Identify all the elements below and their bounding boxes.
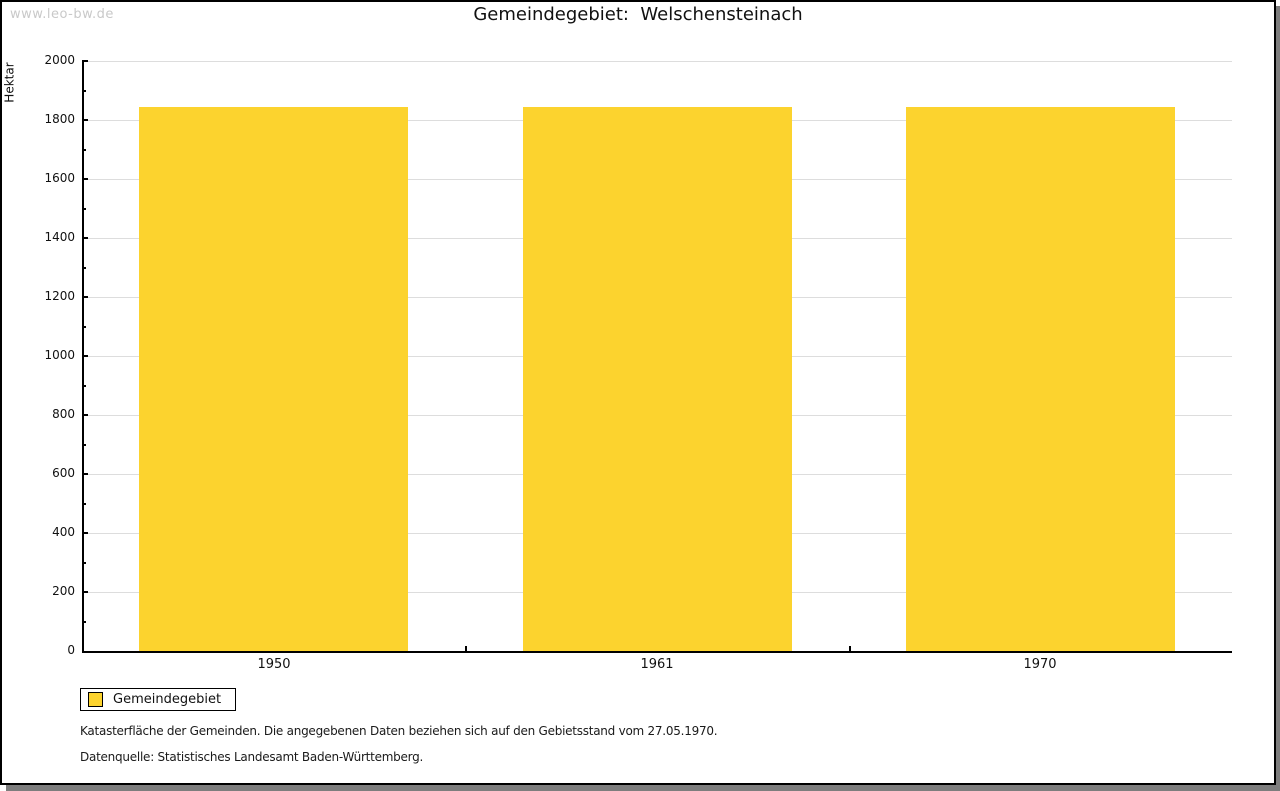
y-tick-label: 1200 bbox=[44, 289, 75, 303]
gridline bbox=[82, 61, 1232, 62]
y-minor-tick bbox=[82, 621, 86, 623]
x-tick-label: 1950 bbox=[257, 657, 291, 672]
y-major-tick bbox=[82, 532, 88, 534]
y-tick-label: 0 bbox=[67, 643, 75, 657]
y-minor-tick bbox=[82, 326, 86, 328]
footnote-data-source: Datenquelle: Statistisches Landesamt Bad… bbox=[80, 750, 424, 764]
legend-label: Gemeindegebiet bbox=[113, 692, 222, 707]
y-major-tick bbox=[82, 296, 88, 298]
y-major-tick bbox=[82, 60, 88, 62]
y-minor-tick bbox=[82, 90, 86, 92]
y-major-tick bbox=[82, 414, 88, 416]
y-minor-tick bbox=[82, 208, 86, 210]
watermark: www.leo-bw.de bbox=[10, 7, 114, 22]
y-major-tick bbox=[82, 355, 88, 357]
y-minor-tick bbox=[82, 503, 86, 505]
bar-1961 bbox=[523, 107, 792, 651]
legend-swatch bbox=[88, 692, 103, 707]
y-tick-label: 600 bbox=[52, 466, 75, 480]
y-minor-tick bbox=[82, 267, 86, 269]
x-tick-label: 1970 bbox=[1023, 657, 1057, 672]
y-tick-label: 1800 bbox=[44, 112, 75, 126]
y-major-tick bbox=[82, 473, 88, 475]
y-minor-tick bbox=[82, 444, 86, 446]
bar-1970 bbox=[906, 107, 1175, 651]
legend: Gemeindegebiet bbox=[80, 688, 237, 711]
y-tick-label: 200 bbox=[52, 584, 75, 598]
y-tick-label: 400 bbox=[52, 525, 75, 539]
x-boundary-tick bbox=[465, 646, 467, 651]
y-minor-tick bbox=[82, 562, 86, 564]
footnote-source-note: Katasterfläche der Gemeinden. Die angege… bbox=[80, 724, 718, 738]
y-tick-label: 800 bbox=[52, 407, 75, 421]
y-tick-label: 1600 bbox=[44, 171, 75, 185]
y-tick-label: 2000 bbox=[44, 53, 75, 67]
chart-title: Gemeindegebiet: Welschensteinach bbox=[473, 4, 803, 25]
bar-1950 bbox=[139, 107, 408, 651]
y-major-tick bbox=[82, 237, 88, 239]
x-axis-line bbox=[82, 651, 1232, 653]
y-tick-label: 1400 bbox=[44, 230, 75, 244]
y-tick-label: 1000 bbox=[44, 348, 75, 362]
y-minor-tick bbox=[82, 385, 86, 387]
y-axis-line bbox=[82, 61, 84, 653]
y-major-tick bbox=[82, 119, 88, 121]
y-minor-tick bbox=[82, 149, 86, 151]
x-tick-label: 1961 bbox=[640, 657, 674, 672]
y-major-tick bbox=[82, 178, 88, 180]
x-boundary-tick bbox=[849, 646, 851, 651]
y-major-tick bbox=[82, 591, 88, 593]
